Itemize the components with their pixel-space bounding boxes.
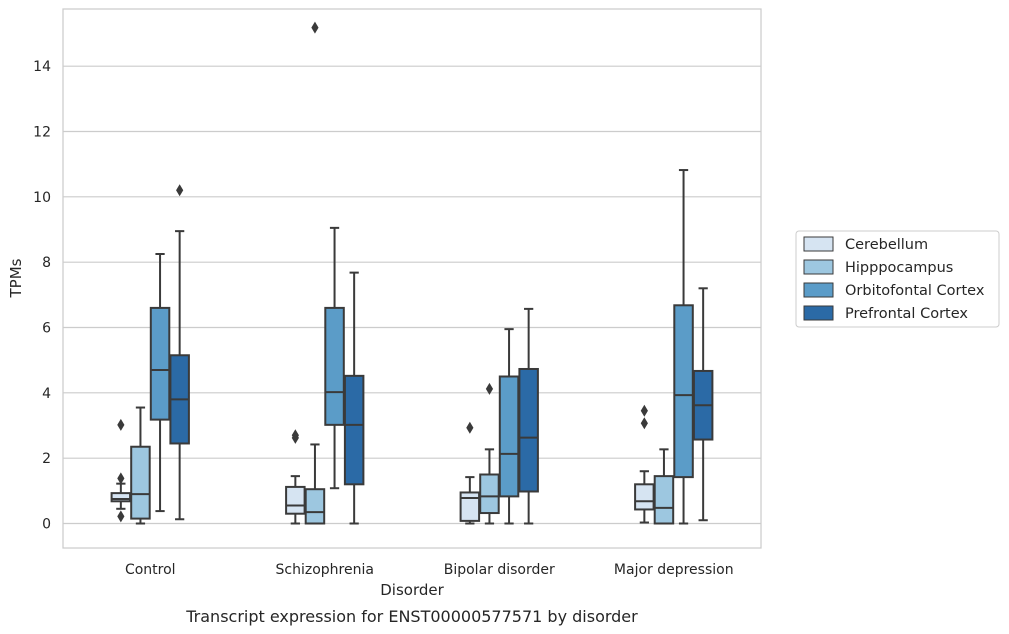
outlier-point	[117, 418, 125, 431]
y-tick-label: 12	[33, 125, 51, 141]
legend-swatch	[803, 305, 834, 321]
box-series	[110, 21, 714, 525]
box	[304, 488, 326, 525]
outlier-point	[640, 417, 648, 430]
x-axis-title: Disorder	[380, 581, 444, 599]
box	[479, 473, 500, 515]
box	[110, 492, 132, 503]
box	[634, 483, 655, 511]
legend-frame	[795, 230, 1000, 328]
y-tick-label: 4	[42, 386, 51, 402]
box	[130, 445, 151, 520]
y-tick-label: 6	[42, 321, 51, 337]
y-tick-label: 8	[42, 255, 51, 271]
legend-label: Cerebellum	[845, 237, 928, 253]
legend-swatch	[803, 282, 834, 298]
box	[518, 367, 539, 493]
legend-label: Orbitofontal Cortex	[845, 283, 985, 299]
legend-swatch	[803, 236, 834, 252]
outlier-point	[311, 21, 319, 34]
legend: Cerebellum Hipppocampus Orbitofontal Corte…	[795, 230, 1000, 328]
box	[285, 485, 306, 515]
box	[498, 375, 520, 498]
box	[673, 304, 694, 479]
series-orbitofontal-cortex	[149, 169, 694, 525]
plot-area	[62, 8, 762, 549]
outlier-point	[485, 382, 494, 395]
outlier-point	[466, 421, 474, 434]
outlier-point	[640, 404, 648, 417]
x-tick-label: Schizophrenia	[276, 562, 374, 578]
box	[343, 374, 365, 486]
outlier-point	[117, 472, 125, 485]
x-tick-label: Control	[125, 562, 176, 578]
chart-caption: Transcript expression for ENST0000057757…	[185, 607, 638, 626]
x-axis-ticks: Control Schizophrenia Bipolar disorder Majo…	[125, 562, 734, 578]
y-tick-label: 14	[33, 59, 51, 75]
y-tick-label: 10	[33, 190, 51, 206]
outlier-point	[176, 184, 184, 197]
y-tick-label: 2	[42, 451, 51, 467]
legend-label: Prefrontal Cortex	[845, 306, 968, 322]
box	[324, 306, 345, 426]
outlier-point	[291, 429, 299, 442]
x-tick-label: Bipolar disorder	[444, 562, 555, 578]
series-hipppocampus	[130, 21, 675, 525]
series-cerebellum	[110, 404, 655, 525]
x-tick-label: Major depression	[614, 562, 734, 578]
box	[149, 306, 171, 421]
box	[459, 491, 481, 522]
legend-swatch	[803, 259, 834, 275]
box	[653, 475, 675, 525]
y-axis-ticks: 0 2 4 6 8 10 12 14	[33, 59, 51, 532]
y-axis-title: TPMs	[7, 258, 25, 298]
legend-label: Hipppocampus	[845, 260, 953, 276]
series-prefrontal-cortex	[169, 184, 714, 525]
outlier-point	[117, 510, 125, 523]
y-tick-label: 0	[42, 517, 51, 533]
